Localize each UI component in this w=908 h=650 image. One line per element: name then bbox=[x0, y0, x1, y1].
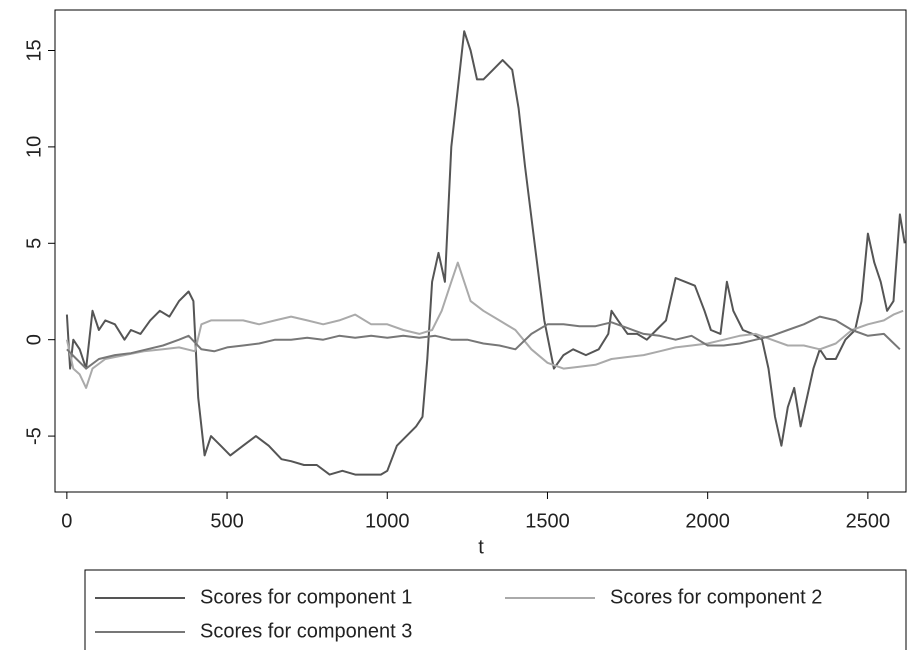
x-tick-label: 2500 bbox=[846, 510, 891, 532]
plot-frame bbox=[54, 9, 907, 493]
legend-label: Scores for component 3 bbox=[200, 620, 412, 642]
y-tick-label: 10 bbox=[23, 136, 45, 158]
x-tick-label: 1500 bbox=[525, 510, 570, 532]
y-tick-label: -5 bbox=[23, 427, 45, 445]
y-tick-label: 15 bbox=[23, 39, 45, 61]
legend-label: Scores for component 2 bbox=[610, 586, 822, 608]
series-line bbox=[66, 315, 901, 370]
series-line bbox=[65, 30, 906, 476]
y-tick-label: 5 bbox=[23, 238, 45, 249]
legend-label: Scores for component 1 bbox=[200, 586, 412, 608]
x-axis-label: t bbox=[478, 536, 484, 558]
x-tick-label: 0 bbox=[61, 510, 72, 532]
x-tick-label: 1000 bbox=[365, 510, 410, 532]
x-tick-label: 2000 bbox=[685, 510, 730, 532]
series-line bbox=[65, 261, 904, 389]
y-tick-label: 0 bbox=[23, 334, 45, 345]
legend-box bbox=[84, 569, 907, 650]
x-tick-label: 500 bbox=[210, 510, 243, 532]
